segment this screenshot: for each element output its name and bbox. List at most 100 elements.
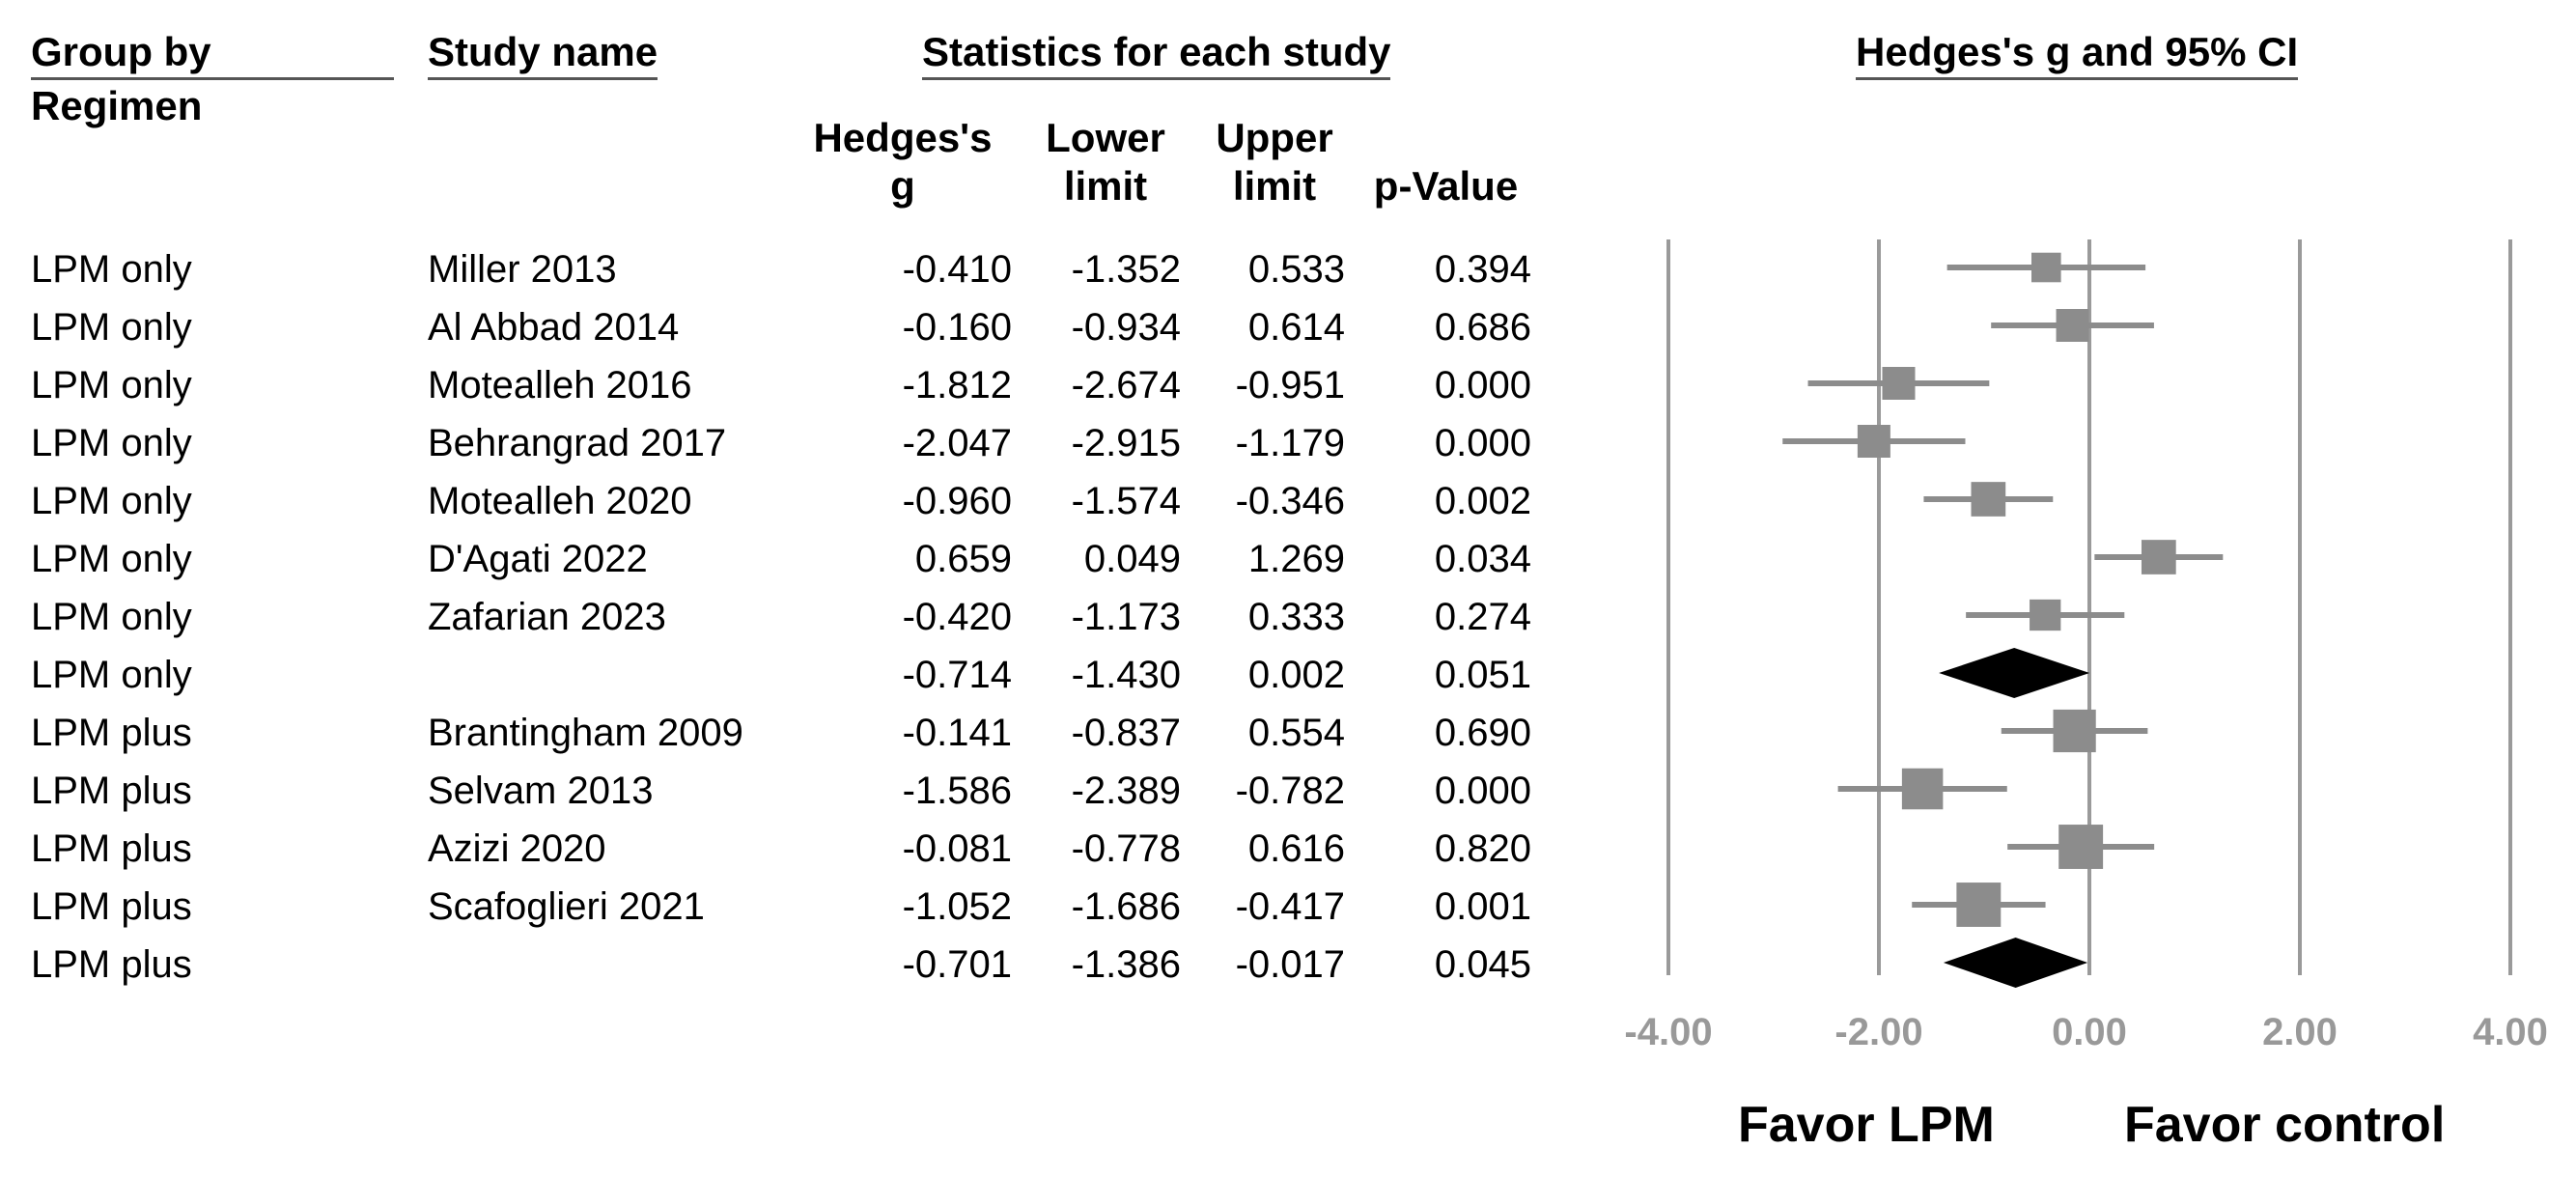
row-lower: -1.386 [1071, 943, 1181, 986]
row-p: 0.000 [1434, 422, 1531, 464]
row-lower: -2.674 [1071, 364, 1181, 406]
row-group: LPM plus [31, 885, 192, 928]
row-study: Brantingham 2009 [428, 712, 743, 754]
row-group: LPM only [31, 596, 192, 638]
row-study: Miller 2013 [428, 248, 617, 291]
row-upper: -0.017 [1235, 943, 1345, 986]
row-study: Zafarian 2023 [428, 596, 666, 638]
row-upper: 0.533 [1247, 248, 1345, 291]
row-g: -0.160 [902, 306, 1012, 349]
row-upper: 0.554 [1247, 712, 1345, 754]
col-hedges-g-line2: g [890, 163, 915, 209]
effect-square [1882, 367, 1916, 400]
row-lower: -0.837 [1071, 712, 1181, 754]
row-g: -1.586 [902, 770, 1012, 812]
row-p: 0.000 [1434, 364, 1531, 406]
row-p: 0.045 [1434, 943, 1531, 986]
effect-square [2031, 252, 2061, 283]
row-g: 0.659 [914, 538, 1012, 580]
col-upper-header: Upper limit [1192, 114, 1357, 210]
effect-square [2141, 540, 2176, 574]
row-study: Selvam 2013 [428, 770, 654, 812]
row-lower: -0.778 [1071, 827, 1181, 870]
x-tick-label: -4.00 [1624, 1011, 1712, 1053]
row-p: 0.000 [1434, 770, 1531, 812]
row-lower: -1.686 [1071, 885, 1181, 928]
effect-square [1971, 482, 2006, 517]
row-group: LPM plus [31, 770, 192, 812]
regimen-header: Regimen [31, 83, 203, 128]
col-upper-line2: limit [1232, 163, 1317, 209]
study-name-header: Study name [428, 29, 658, 80]
favor-control-label: Favor control [2124, 1097, 2446, 1153]
row-group: LPM plus [31, 712, 192, 754]
row-upper: -0.417 [1235, 885, 1345, 928]
row-group: LPM only [31, 422, 192, 464]
row-lower: -1.430 [1071, 654, 1181, 696]
row-g: -2.047 [902, 422, 1012, 464]
x-tick-label: 0.00 [2052, 1011, 2127, 1053]
row-study: Behrangrad 2017 [428, 422, 727, 464]
row-lower: -1.173 [1071, 596, 1181, 638]
row-study: Motealleh 2016 [428, 364, 692, 406]
group-by-label: Group by [31, 29, 211, 74]
row-p: 0.002 [1434, 480, 1531, 522]
col-hedges-g-header: Hedges's g [801, 114, 1004, 210]
row-p: 0.001 [1434, 885, 1531, 928]
row-study: Motealleh 2020 [428, 480, 692, 522]
row-lower: -2.389 [1071, 770, 1181, 812]
row-g: -0.081 [902, 827, 1012, 870]
row-upper: 0.616 [1247, 827, 1345, 870]
effect-square [1956, 883, 2002, 927]
row-group: LPM only [31, 538, 192, 580]
row-lower: -0.934 [1071, 306, 1181, 349]
x-tick-label: 2.00 [2262, 1011, 2338, 1053]
col-p-value-header: p-Value [1373, 163, 1519, 209]
row-upper: 0.614 [1247, 306, 1345, 349]
x-tick-label: -2.00 [1834, 1011, 1922, 1053]
row-lower: -1.574 [1071, 480, 1181, 522]
effect-square [1901, 768, 1944, 810]
col-lower-line2: limit [1063, 163, 1148, 209]
statistics-header: Statistics for each study [922, 29, 1391, 80]
effect-square [1857, 425, 1890, 458]
row-upper: -0.346 [1235, 480, 1345, 522]
col-lower-line1: Lower [1046, 115, 1165, 160]
row-group: LPM only [31, 480, 192, 522]
row-upper: 0.002 [1247, 654, 1345, 696]
row-group: LPM only [31, 364, 192, 406]
row-study: Azizi 2020 [428, 827, 606, 870]
pooled-diamond [1943, 938, 2088, 988]
col-hedges-g-line1: Hedges's [813, 115, 993, 160]
row-upper: -0.951 [1235, 364, 1345, 406]
row-group: LPM only [31, 654, 192, 696]
row-g: -0.960 [902, 480, 1012, 522]
row-study: Al Abbad 2014 [428, 306, 680, 349]
row-lower: -2.915 [1071, 422, 1181, 464]
x-tick-label: 4.00 [2473, 1011, 2548, 1053]
row-p: 0.686 [1434, 306, 1531, 349]
row-upper: 1.269 [1247, 538, 1345, 580]
effect-square [2053, 709, 2096, 753]
row-group: LPM plus [31, 943, 192, 986]
effect-square [2030, 599, 2061, 631]
row-g: -0.420 [902, 596, 1012, 638]
row-g: -1.052 [902, 885, 1012, 928]
row-group: LPM only [31, 306, 192, 349]
row-group: LPM only [31, 248, 192, 291]
row-p: 0.274 [1434, 596, 1531, 638]
plot-title: Hedges's g and 95% CI [1856, 29, 2299, 80]
row-p: 0.034 [1434, 538, 1531, 580]
row-g: -0.410 [902, 248, 1012, 291]
row-p: 0.690 [1434, 712, 1531, 754]
row-study: Scafoglieri 2021 [428, 885, 705, 928]
row-p: 0.051 [1434, 654, 1531, 696]
row-p: 0.394 [1434, 248, 1531, 291]
row-study: D'Agati 2022 [428, 538, 648, 580]
row-upper: 0.333 [1247, 596, 1345, 638]
group-by-header: Group by [31, 29, 394, 80]
row-lower: -1.352 [1071, 248, 1181, 291]
row-lower: 0.049 [1083, 538, 1181, 580]
effect-square [2056, 309, 2089, 342]
